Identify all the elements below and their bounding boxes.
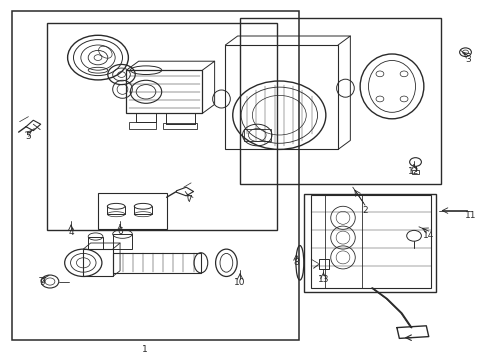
Text: 4: 4 xyxy=(68,228,74,237)
Bar xyxy=(304,194,436,292)
Text: 7: 7 xyxy=(186,195,192,204)
Bar xyxy=(12,11,299,340)
Bar xyxy=(129,122,156,129)
Text: 11: 11 xyxy=(465,211,476,220)
Bar xyxy=(311,195,431,288)
Bar xyxy=(98,193,167,229)
Bar xyxy=(47,23,277,230)
Bar xyxy=(412,170,419,174)
Text: 9: 9 xyxy=(40,278,46,287)
Text: 1: 1 xyxy=(142,345,147,354)
Text: 13: 13 xyxy=(318,274,329,284)
Text: 2: 2 xyxy=(362,206,368,215)
Bar xyxy=(318,259,329,269)
Text: 5: 5 xyxy=(25,132,31,141)
Bar xyxy=(163,123,197,129)
Bar xyxy=(113,253,201,273)
Text: 8: 8 xyxy=(294,258,299,267)
Bar xyxy=(126,70,202,113)
Bar xyxy=(225,45,338,149)
Bar xyxy=(244,129,271,141)
Bar xyxy=(240,18,441,184)
Bar xyxy=(88,237,103,249)
Text: 10: 10 xyxy=(234,278,246,287)
Text: 6: 6 xyxy=(117,227,123,236)
Text: 12: 12 xyxy=(408,166,420,175)
Text: 3: 3 xyxy=(465,55,471,64)
Bar xyxy=(83,249,113,276)
Bar xyxy=(113,234,132,249)
Text: 14: 14 xyxy=(423,231,435,240)
